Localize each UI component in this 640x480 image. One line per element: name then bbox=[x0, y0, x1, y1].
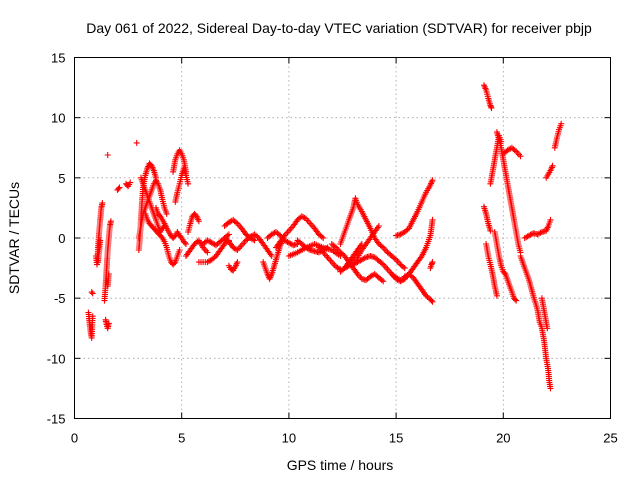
data-point bbox=[185, 180, 192, 187]
data-point bbox=[375, 223, 382, 229]
data-point bbox=[361, 255, 368, 262]
x-tick-label: 15 bbox=[389, 431, 403, 446]
data-point bbox=[429, 298, 436, 305]
data-point bbox=[133, 139, 140, 146]
data-point bbox=[429, 216, 436, 223]
x-tick-label: 20 bbox=[496, 431, 510, 446]
data-point bbox=[233, 246, 239, 253]
y-tick-label: -10 bbox=[47, 351, 66, 366]
data-point bbox=[251, 237, 258, 244]
data-point bbox=[378, 243, 385, 250]
data-point bbox=[401, 265, 408, 272]
x-tick-label: 5 bbox=[178, 431, 185, 446]
data-point bbox=[275, 231, 282, 238]
data-point bbox=[378, 260, 385, 267]
plot-frame bbox=[74, 57, 611, 419]
data-point bbox=[513, 297, 520, 304]
data-point bbox=[547, 216, 554, 223]
data-point bbox=[176, 247, 183, 253]
data-point bbox=[127, 179, 134, 186]
data-point bbox=[320, 235, 327, 241]
data-point bbox=[429, 177, 436, 184]
data-point bbox=[547, 385, 554, 392]
data-point bbox=[88, 289, 95, 296]
y-tick-label: 10 bbox=[51, 111, 65, 126]
y-tick-label: 0 bbox=[58, 231, 65, 246]
data-point bbox=[181, 239, 188, 246]
data-point bbox=[544, 325, 551, 332]
data-point bbox=[429, 259, 436, 266]
data-point bbox=[234, 259, 241, 266]
chart-title: Day 061 of 2022, Sidereal Day-to-day VTE… bbox=[86, 20, 592, 36]
data-point bbox=[97, 237, 104, 244]
data-point bbox=[512, 296, 519, 303]
data-point bbox=[107, 218, 114, 225]
x-tick-label: 10 bbox=[282, 431, 296, 446]
data-point bbox=[183, 241, 189, 247]
y-axis-label: SDTVAR / TECUs bbox=[6, 182, 22, 294]
data-point bbox=[105, 271, 112, 278]
data-point bbox=[378, 277, 385, 284]
data-point bbox=[428, 297, 435, 304]
x-tick-label: 25 bbox=[603, 431, 617, 446]
data-point bbox=[171, 260, 178, 267]
x-axis-label: GPS time / hours bbox=[287, 457, 394, 473]
data-point bbox=[105, 320, 112, 327]
y-tick-label: 5 bbox=[58, 171, 65, 186]
data-point bbox=[116, 184, 123, 191]
tick-labels: 0 5 10 15 20 25 -15 -10 -5 0 5 10 15 bbox=[47, 51, 618, 446]
y-tick-label: -15 bbox=[47, 412, 66, 427]
data-point bbox=[163, 210, 170, 217]
y-tick-label: -5 bbox=[54, 291, 66, 306]
data-point bbox=[115, 185, 122, 192]
data-point bbox=[537, 229, 544, 236]
data-point bbox=[517, 153, 524, 160]
data-point bbox=[549, 162, 556, 169]
data-point bbox=[104, 152, 111, 158]
data-series-sdtvar bbox=[85, 82, 565, 392]
data-point bbox=[233, 219, 239, 226]
x-tick-label: 0 bbox=[71, 431, 78, 446]
data-point bbox=[89, 290, 96, 297]
data-point bbox=[380, 278, 387, 285]
data-point bbox=[318, 233, 325, 240]
data-point bbox=[391, 255, 398, 262]
data-point bbox=[493, 292, 500, 299]
data-point bbox=[501, 269, 508, 276]
data-point bbox=[204, 249, 211, 256]
data-point bbox=[195, 218, 202, 225]
data-point bbox=[558, 120, 565, 127]
data-point bbox=[488, 105, 495, 111]
data-point bbox=[99, 200, 106, 207]
data-point bbox=[487, 227, 494, 234]
y-tick-label: 15 bbox=[51, 51, 65, 66]
data-point bbox=[89, 313, 96, 320]
data-point bbox=[268, 253, 275, 259]
data-point bbox=[225, 231, 232, 238]
